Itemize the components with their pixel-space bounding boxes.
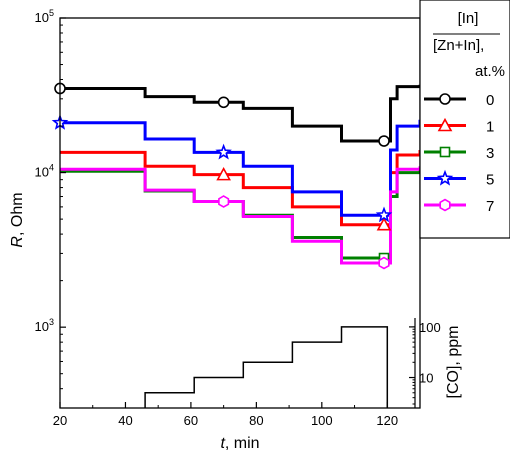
legend-marker-0: [439, 93, 451, 105]
x-tick-label-100: 100: [311, 413, 333, 428]
y-tick-exponent: 5: [49, 8, 54, 18]
series-marker-7-0: [218, 195, 230, 208]
series-line-0: [60, 84, 422, 143]
co-tick-label-10: 10: [419, 371, 433, 386]
y-axis-title: R, Ohm: [9, 192, 26, 247]
x-axis-title-unit: , min: [225, 435, 260, 452]
legend-title-line1: [In]: [458, 10, 479, 27]
y-tick-base: 10: [35, 10, 49, 25]
x-tick-label-80: 80: [249, 413, 263, 428]
legend-title-line3: at.%: [475, 63, 505, 80]
y-tick-exponent: 3: [49, 317, 54, 327]
series-marker-1-0: [216, 166, 231, 181]
legend-label-3: 3: [486, 145, 494, 162]
legend-label-0: 0: [486, 92, 494, 109]
series-line-3: [60, 167, 422, 260]
series-line-5: [60, 119, 422, 217]
x-tick-label-120: 120: [376, 413, 398, 428]
legend-marker-7: [439, 198, 451, 212]
legend-label-5: 5: [486, 172, 494, 189]
co-tick-label-100: 100: [419, 320, 441, 335]
y-tick-label-4: 104: [35, 163, 54, 180]
legend-label-1: 1: [486, 119, 494, 136]
series-marker-7-1: [378, 256, 390, 270]
legend-label-7: 7: [486, 198, 494, 215]
legend-marker-3: [439, 146, 451, 158]
legend-title-denominator: [Zn+In]: [433, 37, 480, 54]
y-tick-label-3: 103: [35, 317, 54, 334]
x-tick-label-40: 40: [118, 413, 132, 428]
y-tick-base: 10: [35, 319, 49, 334]
series-line-1: [60, 150, 422, 227]
legend-marker-5: [436, 169, 454, 186]
co-concentration-steps: [144, 326, 389, 408]
x-axis-title: t, min: [220, 435, 259, 452]
series-marker-1-1: [376, 217, 392, 231]
legend: [In] [Zn+In], at.% 0 1 3 5 7: [419, 0, 510, 239]
x-tick-label-60: 60: [184, 413, 198, 428]
series-marker-0-1: [217, 96, 230, 109]
co-axis-title: [CO], ppm: [445, 326, 462, 399]
legend-marker-1: [437, 117, 453, 132]
legend-title-line2: [Zn+In],: [433, 37, 484, 54]
series-marker-5-1: [215, 143, 232, 160]
plot-layer: [51, 82, 422, 408]
y-axis-title-symbol: R: [9, 236, 26, 248]
plot-frame: [59, 17, 421, 409]
legend-box: [419, 0, 510, 239]
y-tick-base: 10: [35, 165, 49, 180]
y-tick-exponent: 4: [49, 163, 54, 173]
x-axis-title-symbol: t: [220, 435, 225, 452]
series-marker-5-2: [375, 206, 393, 223]
y-axis-title-unit: , Ohm: [9, 192, 26, 236]
y-tick-label-5: 105: [35, 8, 54, 25]
legend-title-comma: ,: [480, 37, 484, 54]
series-marker-0-2: [378, 135, 390, 147]
series-line-7: [60, 166, 422, 265]
x-tick-label-20: 20: [53, 413, 67, 428]
